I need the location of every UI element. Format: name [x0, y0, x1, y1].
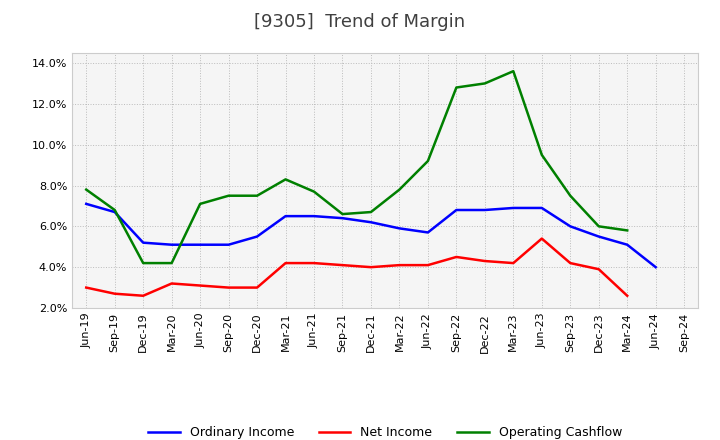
Operating Cashflow	[452, 85, 461, 90]
Ordinary Income	[82, 201, 91, 206]
Ordinary Income	[537, 205, 546, 211]
Ordinary Income	[452, 207, 461, 213]
Ordinary Income	[623, 242, 631, 247]
Operating Cashflow	[595, 224, 603, 229]
Net Income	[452, 254, 461, 260]
Operating Cashflow	[196, 201, 204, 206]
Ordinary Income	[310, 213, 318, 219]
Operating Cashflow	[566, 193, 575, 198]
Ordinary Income	[167, 242, 176, 247]
Ordinary Income	[110, 209, 119, 215]
Operating Cashflow	[395, 187, 404, 192]
Net Income	[82, 285, 91, 290]
Ordinary Income	[139, 240, 148, 246]
Ordinary Income	[225, 242, 233, 247]
Ordinary Income	[595, 234, 603, 239]
Ordinary Income	[338, 216, 347, 221]
Net Income	[167, 281, 176, 286]
Line: Ordinary Income: Ordinary Income	[86, 204, 656, 267]
Net Income	[423, 263, 432, 268]
Operating Cashflow	[423, 158, 432, 164]
Net Income	[595, 267, 603, 272]
Net Income	[196, 283, 204, 288]
Net Income	[253, 285, 261, 290]
Operating Cashflow	[537, 152, 546, 158]
Net Income	[480, 258, 489, 264]
Net Income	[225, 285, 233, 290]
Ordinary Income	[423, 230, 432, 235]
Net Income	[395, 263, 404, 268]
Ordinary Income	[395, 226, 404, 231]
Ordinary Income	[566, 224, 575, 229]
Ordinary Income	[480, 207, 489, 213]
Ordinary Income	[253, 234, 261, 239]
Net Income	[139, 293, 148, 298]
Operating Cashflow	[480, 81, 489, 86]
Operating Cashflow	[310, 189, 318, 194]
Operating Cashflow	[253, 193, 261, 198]
Net Income	[509, 260, 518, 266]
Net Income	[566, 260, 575, 266]
Operating Cashflow	[623, 228, 631, 233]
Operating Cashflow	[338, 212, 347, 217]
Net Income	[623, 293, 631, 298]
Operating Cashflow	[82, 187, 91, 192]
Ordinary Income	[652, 264, 660, 270]
Legend: Ordinary Income, Net Income, Operating Cashflow: Ordinary Income, Net Income, Operating C…	[143, 422, 627, 440]
Operating Cashflow	[167, 260, 176, 266]
Net Income	[366, 264, 375, 270]
Operating Cashflow	[110, 207, 119, 213]
Ordinary Income	[196, 242, 204, 247]
Net Income	[338, 263, 347, 268]
Line: Operating Cashflow: Operating Cashflow	[86, 71, 627, 263]
Operating Cashflow	[366, 209, 375, 215]
Text: [9305]  Trend of Margin: [9305] Trend of Margin	[254, 13, 466, 31]
Line: Net Income: Net Income	[86, 238, 627, 296]
Ordinary Income	[366, 220, 375, 225]
Net Income	[282, 260, 290, 266]
Operating Cashflow	[509, 69, 518, 74]
Operating Cashflow	[139, 260, 148, 266]
Operating Cashflow	[282, 177, 290, 182]
Net Income	[310, 260, 318, 266]
Ordinary Income	[509, 205, 518, 211]
Operating Cashflow	[225, 193, 233, 198]
Net Income	[537, 236, 546, 241]
Net Income	[110, 291, 119, 297]
Ordinary Income	[282, 213, 290, 219]
